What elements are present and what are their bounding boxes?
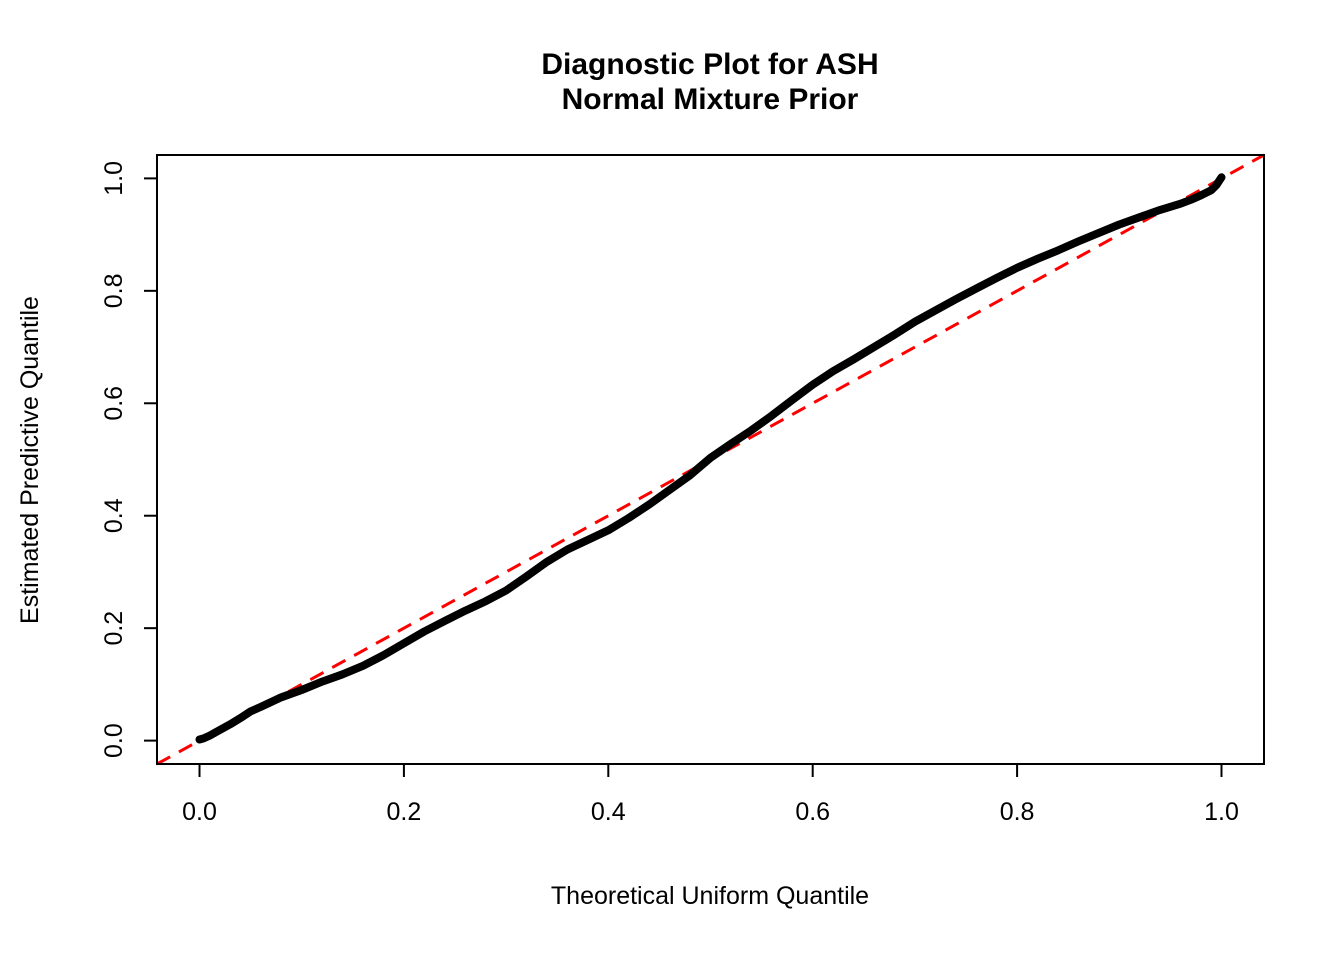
x-tick-label: 0.6	[795, 798, 830, 826]
x-tick-label: 0.0	[182, 798, 217, 826]
y-tick-label: 0.0	[100, 723, 128, 758]
y-tick-label: 0.6	[100, 386, 128, 421]
x-tick-label: 0.2	[387, 798, 422, 826]
plot-title-line1: Diagnostic Plot for ASH	[541, 48, 878, 81]
y-tick-label: 0.8	[100, 273, 128, 308]
y-tick-label: 0.2	[100, 611, 128, 646]
x-tick-label: 1.0	[1204, 798, 1239, 826]
y-tick-label: 0.4	[100, 498, 128, 533]
x-tick-label: 0.4	[591, 798, 626, 826]
y-tick-label: 1.0	[100, 161, 128, 196]
plot-title-line2: Normal Mixture Prior	[562, 83, 859, 116]
y-axis-title: Estimated Predictive Quantile	[16, 296, 44, 624]
x-axis-title: Theoretical Uniform Quantile	[551, 882, 869, 910]
qq-curve	[195, 173, 1226, 744]
plot-box	[156, 154, 1265, 765]
x-tick-label: 0.8	[1000, 798, 1035, 826]
